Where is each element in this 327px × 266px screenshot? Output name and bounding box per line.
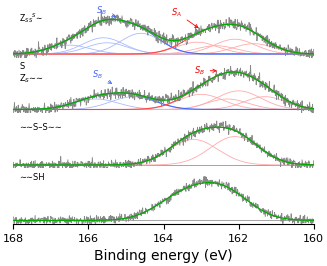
Text: $S_B$: $S_B$ — [194, 64, 216, 77]
Text: ∼∼SH: ∼∼SH — [19, 173, 45, 182]
Text: $S_B$: $S_B$ — [92, 69, 112, 84]
Text: Z$_{S}$$_{S}$$^{S}$∼: Z$_{S}$$_{S}$$^{S}$∼ — [19, 11, 43, 26]
Text: $S_B$: $S_B$ — [96, 5, 115, 17]
Text: S: S — [19, 62, 25, 71]
X-axis label: Binding energy (eV): Binding energy (eV) — [94, 249, 233, 263]
Text: $S_A$: $S_A$ — [171, 6, 198, 28]
Text: ∼∼S–S∼∼: ∼∼S–S∼∼ — [19, 123, 62, 131]
Text: Z$_{S}$∼∼: Z$_{S}$∼∼ — [19, 72, 44, 85]
